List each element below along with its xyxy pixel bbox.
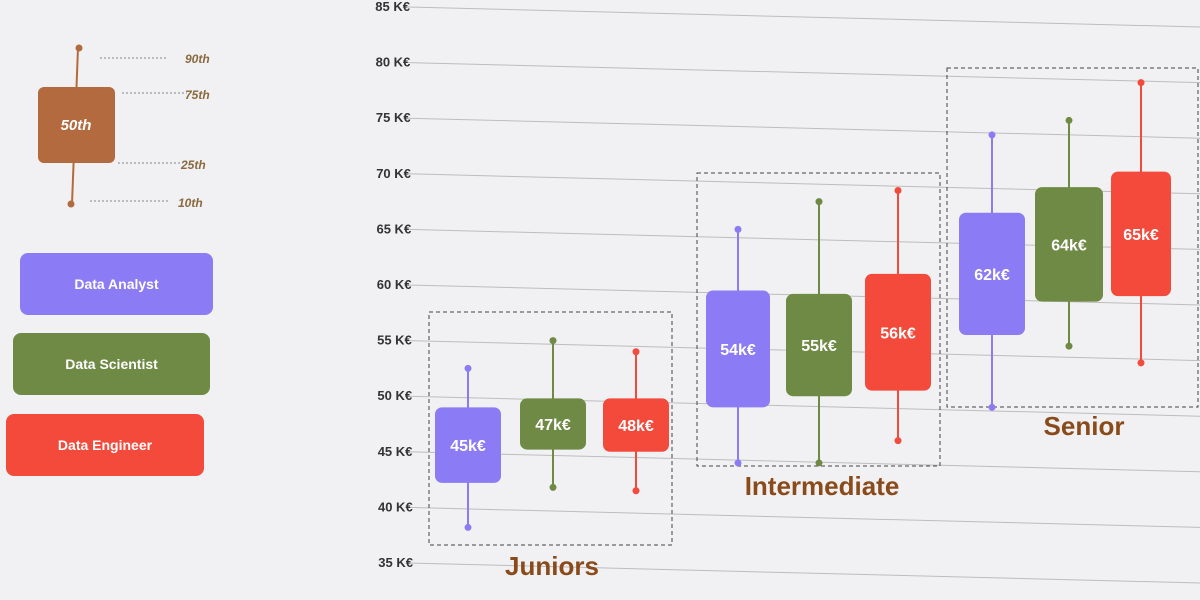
box-plot-marks: 45k€ 47k€ 48k€ 54k€ 55k€ 56k€ 62k€ 64k€ 65k€ <box>428 67 1199 546</box>
box <box>1111 171 1171 297</box>
whisker-dot-bottom <box>988 403 996 411</box>
box-value-label: 45k€ <box>450 438 486 455</box>
grid-line <box>407 62 1200 84</box>
box <box>786 293 852 397</box>
whisker-dot-top <box>815 198 823 206</box>
box <box>706 290 770 408</box>
box-value-label: 48k€ <box>618 418 654 435</box>
group-frame <box>946 67 1199 408</box>
whisker-dot-bottom <box>894 437 902 445</box>
box-value-label: 65k€ <box>1123 227 1159 244</box>
box <box>435 407 501 483</box>
legend-data-engineer[interactable]: Data Engineer <box>6 414 204 476</box>
y-tick-label: 45 K€ <box>378 444 413 459</box>
box-value-label: 64k€ <box>1051 237 1087 254</box>
group-frame <box>428 311 673 546</box>
key-dot-bottom <box>67 200 75 208</box>
y-tick-label: 40 K€ <box>378 499 413 514</box>
y-tick-label: 55 K€ <box>377 333 412 348</box>
group-frame <box>696 172 941 467</box>
y-tick-label: 75 K€ <box>376 110 411 125</box>
y-tick-label: 85 K€ <box>375 0 410 14</box>
box <box>865 273 931 391</box>
group-label: Senior <box>1044 411 1125 441</box>
y-tick-label: 60 K€ <box>377 277 412 292</box>
whisker-dot-bottom <box>1065 342 1073 350</box>
whisker-dot-bottom <box>734 459 742 467</box>
y-tick-label: 50 K€ <box>377 388 412 403</box>
whisker-dot-bottom <box>632 487 640 495</box>
whisker-dot-bottom <box>464 523 472 531</box>
key-percentile-label: 75th <box>185 88 210 102</box>
legend-data-scientist[interactable]: Data Scientist <box>13 333 210 395</box>
key-percentile-label: 10th <box>178 196 203 210</box>
key-percentile-label: 25th <box>180 158 206 172</box>
y-tick-label: 35 K€ <box>378 555 413 570</box>
whisker-dot-top <box>464 364 472 372</box>
legend-label: Data Analyst <box>74 276 159 292</box>
box-value-label: 47k€ <box>535 417 571 434</box>
key-median-label: 50th <box>61 117 92 134</box>
whisker-dot-top <box>734 225 742 233</box>
legend-label: Data Scientist <box>65 356 158 372</box>
key-box <box>38 87 115 163</box>
box-value-label: 56k€ <box>880 325 916 342</box>
group-labels: Juniors Intermediate Senior <box>505 411 1124 581</box>
whisker-dot-bottom <box>1137 359 1145 367</box>
group-label: Intermediate <box>745 471 900 501</box>
whisker-dot-bottom <box>815 459 823 467</box>
box <box>1035 187 1103 302</box>
box-value-label: 54k€ <box>720 342 756 359</box>
box <box>520 398 586 450</box>
whisker-dot-top <box>632 348 640 356</box>
key-percentile-label: 90th <box>185 52 210 66</box>
box-value-label: 62k€ <box>974 267 1010 284</box>
whisker-dot-top <box>894 186 902 194</box>
y-tick-label: 65 K€ <box>376 221 411 236</box>
y-axis-labels: 35 K€ 40 K€ 45 K€ 50 K€ 55 K€ 60 K€ 65 K€ 70 K€… <box>375 0 413 570</box>
legend-label: Data Engineer <box>57 437 153 453</box>
y-tick-label: 70 K€ <box>376 166 411 181</box>
group-label: Juniors <box>505 551 599 581</box>
box-value-label: 55k€ <box>801 338 837 355</box>
whisker-dot-top <box>549 337 557 345</box>
key-dot-top <box>75 44 83 52</box>
whisker-dot-bottom <box>549 483 557 491</box>
grid-line <box>407 562 1200 584</box>
grid-line <box>407 506 1200 528</box>
percentile-key: 50th 90th 75th 25th 10th <box>38 44 210 210</box>
box <box>959 212 1025 336</box>
whisker-dot-top <box>1137 79 1145 87</box>
grid-line <box>407 451 1200 473</box>
grid-line <box>407 6 1200 28</box>
y-tick-label: 80 K€ <box>376 55 411 70</box>
grid-line <box>407 117 1200 139</box>
box <box>603 398 669 452</box>
whisker-dot-top <box>988 131 996 139</box>
whisker-dot-top <box>1065 116 1073 124</box>
legend-data-analyst[interactable]: Data Analyst <box>20 253 213 315</box>
